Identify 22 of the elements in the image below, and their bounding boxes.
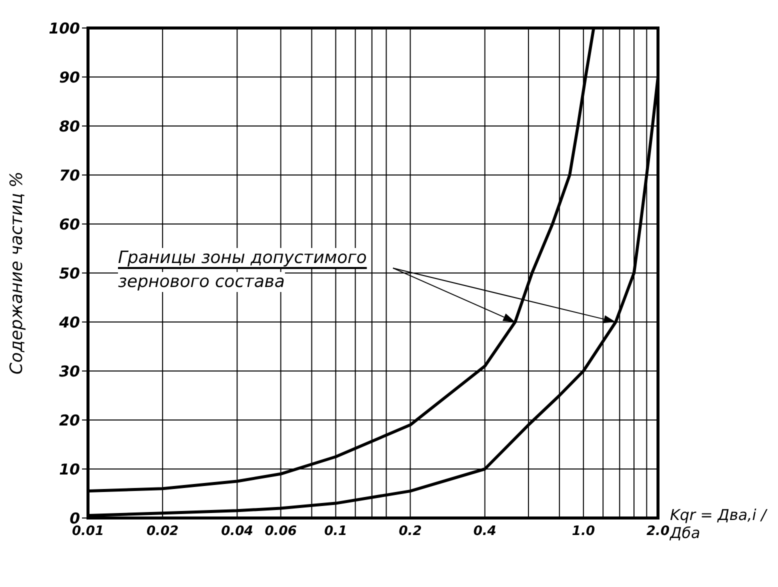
y-tick-label: 60 [59,215,80,234]
annotation: Границы зоны допустимого зернового состава [118,248,367,292]
x-tick-label: 0.04 [221,524,254,540]
y-tick-label: 80 [59,117,80,136]
y-tick-label: 90 [59,68,80,86]
x-tick-label: 2.0 [646,524,670,540]
x-tick-label: 0.01 [72,524,104,540]
x-tick-label: 0.4 [473,524,496,540]
y-tick-label: 20 [59,411,80,430]
x-axis-title: Kqr = Два,i / Дба [670,506,768,542]
x-tick-label: 0.1 [324,524,348,540]
y-tick-label: 10 [59,460,80,478]
y-tick-label: 30 [59,362,80,380]
x-tick-label: 0.02 [146,524,179,540]
y-tick-label: 50 [59,264,80,282]
y-tick-label: 40 [58,313,80,332]
y-axis-title: Содержание частиц % [7,172,28,374]
y-tick-label: 100 [48,19,80,38]
x-tick-label: 1.0 [572,524,595,540]
x-tick-label: 0.06 [264,524,297,540]
x-tick-label: 0.2 [398,524,422,540]
y-tick-label: 70 [59,166,80,184]
